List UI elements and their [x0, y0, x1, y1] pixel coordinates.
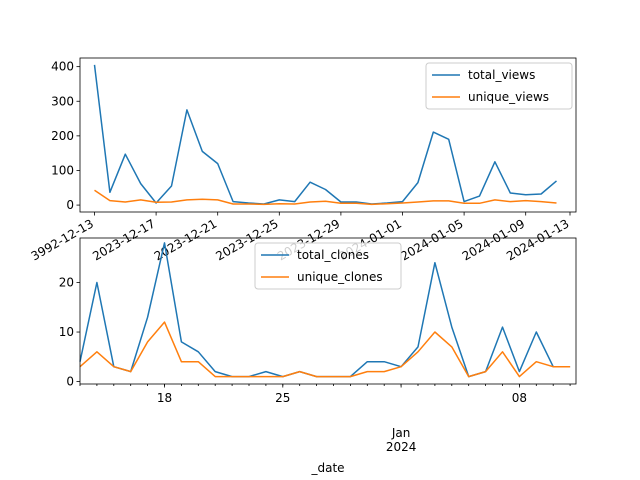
top-legend-box: [425, 62, 573, 110]
top-y-tick-label: 200: [51, 129, 74, 143]
top-series-lines: [93, 64, 557, 206]
bottom-series-unique-clones-line: [79, 321, 571, 378]
top-axes-frame: [79, 57, 577, 213]
top-y-tick-label: 300: [51, 94, 74, 108]
bottom-y-tick-label: 20: [59, 276, 74, 290]
bottom-x-ticks: 18 25 Jan 2024 08: [79, 384, 571, 454]
bottom-axes-frame: [79, 237, 577, 385]
top-series-unique-views-line: [94, 189, 557, 206]
bottom-x-tick-label: 08: [512, 391, 527, 405]
bottom-y-ticks: 0 10 20: [59, 276, 80, 389]
bottom-x-tick-label: 25: [275, 391, 290, 405]
bottom-legend: total_clones unique_clones: [254, 242, 402, 290]
bottom-chart-panel: 0 10 20 18 25 Jan 2024 08 total_clones unique_c…: [59, 237, 577, 475]
bottom-y-tick-label: 0: [66, 375, 74, 389]
bottom-legend-label: total_clones: [297, 248, 369, 262]
top-series-total-views-line: [93, 64, 557, 205]
bottom-x-axis-label: _date: [310, 461, 344, 475]
top-y-tick-label: 100: [51, 163, 74, 177]
bottom-legend-label: unique_clones: [297, 270, 383, 284]
top-y-tick-label: 0: [66, 198, 74, 212]
top-legend: total_views unique_views: [425, 62, 573, 110]
top-legend-label: total_views: [468, 68, 535, 82]
bottom-x-tick-label: 18: [157, 391, 172, 405]
top-legend-label: unique_views: [468, 90, 549, 104]
bottom-legend-box: [254, 242, 402, 290]
top-y-tick-label: 400: [51, 60, 74, 74]
bottom-series-lines: [79, 242, 571, 378]
bottom-y-tick-label: 10: [59, 325, 74, 339]
top-y-ticks: 0 100 200 300 400: [51, 60, 80, 212]
bottom-x-tick-label: Jan 2024: [386, 426, 417, 454]
